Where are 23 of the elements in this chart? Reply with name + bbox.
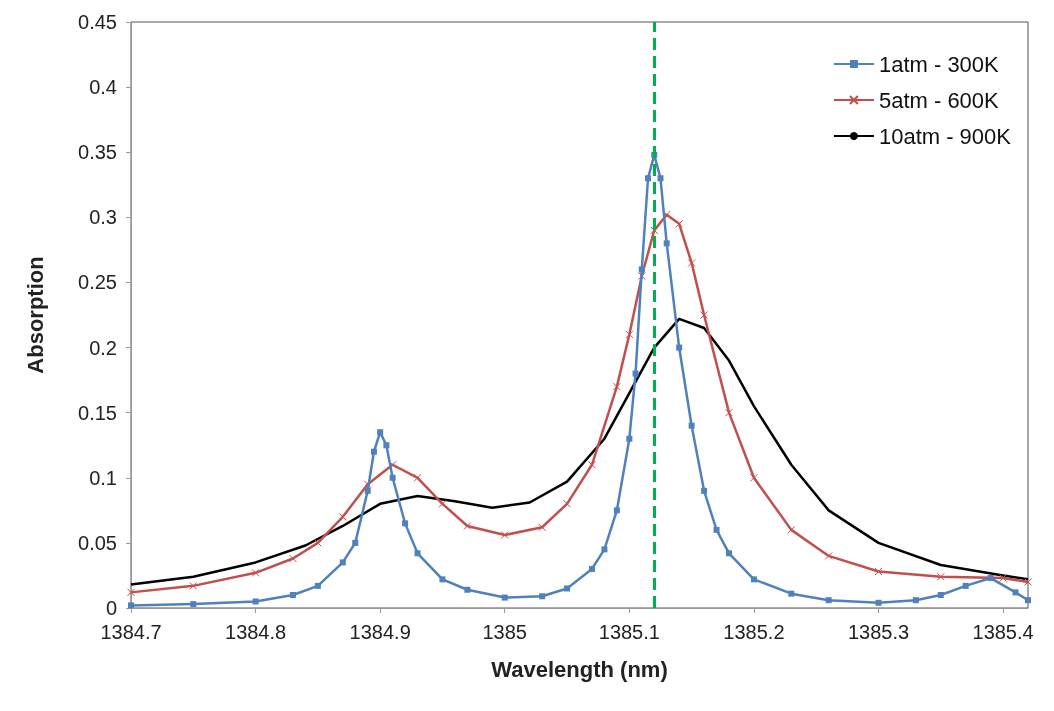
- legend-label: 5atm - 600K: [878, 87, 1000, 113]
- x-tick-label: 1385.3: [847, 621, 910, 643]
- y-tick-label: 0.25: [78, 271, 117, 294]
- x-tick-label: 1385.2: [723, 621, 785, 643]
- y-tick-label: 0: [105, 597, 117, 619]
- x-tick-label: 1385.4: [972, 621, 1034, 643]
- x-tick-label: 1384.7: [100, 621, 162, 643]
- x-tick-label: 1385: [482, 621, 527, 643]
- y-tick-label: 0.05: [78, 531, 117, 554]
- y-tick-label: 0.35: [78, 141, 117, 164]
- x-tick-label: 1384.9: [349, 621, 411, 643]
- y-tick-label: 0.45: [78, 11, 117, 33]
- legend-label: 10atm - 900K: [878, 123, 1012, 149]
- y-tick-label: 0.3: [89, 206, 117, 229]
- x-tick-label: 1385.1: [598, 621, 660, 643]
- y-axis-title: Absorption: [22, 256, 48, 374]
- y-tick-label: 0.1: [89, 466, 117, 489]
- y-tick-label: 0.15: [78, 401, 117, 424]
- x-axis-title: Wavelength (nm): [491, 656, 668, 682]
- x-tick-label: 1384.8: [225, 621, 287, 643]
- legend-label: 1atm - 300K: [878, 51, 1000, 77]
- y-tick-label: 0.2: [89, 336, 117, 359]
- y-tick-label: 0.4: [89, 76, 117, 99]
